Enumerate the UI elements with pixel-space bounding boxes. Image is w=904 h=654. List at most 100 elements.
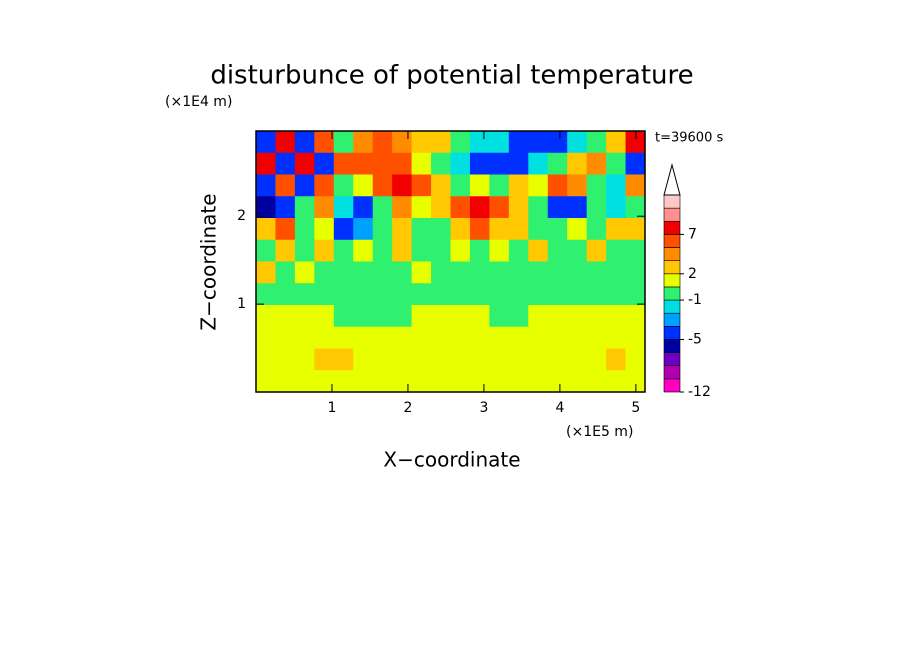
field-cell [353,370,374,393]
field-cell [256,283,276,306]
field-cell [547,152,568,175]
field-cell [567,218,588,241]
field-cell [528,348,549,371]
field-cell [469,305,490,328]
field-cell [586,196,607,219]
field-cell [606,174,627,197]
field-cell [294,305,315,328]
field-cell [547,261,568,284]
field-cell [625,305,646,328]
x-axis-label: X−coordinate [383,448,520,472]
field-cell [508,196,529,219]
field-cell [256,348,276,371]
field-cell [314,218,335,241]
field-cell [256,131,276,154]
field-cell [606,348,627,371]
field-cell [508,131,529,154]
field-cell [489,152,510,175]
field-cell [353,305,374,328]
field-cell [431,131,451,154]
field-cell [256,370,276,393]
field-cell [392,283,413,306]
field-cell [547,239,568,262]
field-cell [489,348,510,371]
field-cell [508,261,529,284]
field-cell [333,131,354,154]
field-cell [372,348,393,371]
field-cell [275,152,296,175]
field-cell [625,152,646,175]
colorbar-segment [663,260,681,275]
field-cell [314,370,335,393]
colorbar-tick-label: -12 [688,384,711,400]
field-cell [625,283,646,306]
field-cell [333,370,354,393]
field-cell [625,239,646,262]
field-cell [547,174,568,197]
colorbar-segment [663,194,681,209]
field-cell [508,218,529,241]
field-cell [469,283,490,306]
field-cell [528,152,549,175]
field-cell [294,196,315,219]
field-cell [411,174,432,197]
colorbar-segment [663,312,681,327]
field-cell [489,370,510,393]
field-cell [314,131,335,154]
y-tick-label: 1 [237,296,246,312]
colorbar-segment [663,286,681,301]
field-cell [625,326,646,349]
field-cell [411,326,432,349]
field-cell [547,348,568,371]
field-cell [606,305,627,328]
field-cell [567,370,588,393]
field-cell [333,218,354,241]
field-cell [275,218,296,241]
field-cell [586,174,607,197]
y-unit: (×1E4 m) [165,94,232,110]
field-cell [469,218,490,241]
field-cell [314,283,335,306]
field-cell [450,261,471,284]
field-cell [256,174,276,197]
field-cell [547,283,568,306]
field-cell [450,174,471,197]
field-cell [275,131,296,154]
field-cell [294,326,315,349]
field-cell [469,239,490,262]
field-cell [586,305,607,328]
field-cell [294,283,315,306]
field-cell [431,348,451,371]
field-cell [431,261,451,284]
field-cell [333,305,354,328]
field-cell [431,305,451,328]
x-unit: (×1E5 m) [566,424,633,440]
field-cell [567,174,588,197]
field [256,131,646,393]
field-cell [294,239,315,262]
field-cell [392,261,413,284]
field-cell [606,131,627,154]
field-cell [547,196,568,219]
field-cell [275,174,296,197]
colorbar-segment [663,220,681,235]
field-cell [256,305,276,328]
field-cell [333,326,354,349]
field-cell [508,283,529,306]
field-cell [411,348,432,371]
field-cell [489,218,510,241]
field-cell [450,152,471,175]
field-cell [528,305,549,328]
field-cell [275,239,296,262]
field-cell [333,261,354,284]
field-cell [450,239,471,262]
field-cell [392,218,413,241]
colorbar-segment [663,234,681,248]
field-cell [372,218,393,241]
field-cell [431,152,451,175]
field-cell [333,239,354,262]
field-cell [528,326,549,349]
field-cell [353,174,374,197]
field-cell [489,239,510,262]
field-cell [567,239,588,262]
